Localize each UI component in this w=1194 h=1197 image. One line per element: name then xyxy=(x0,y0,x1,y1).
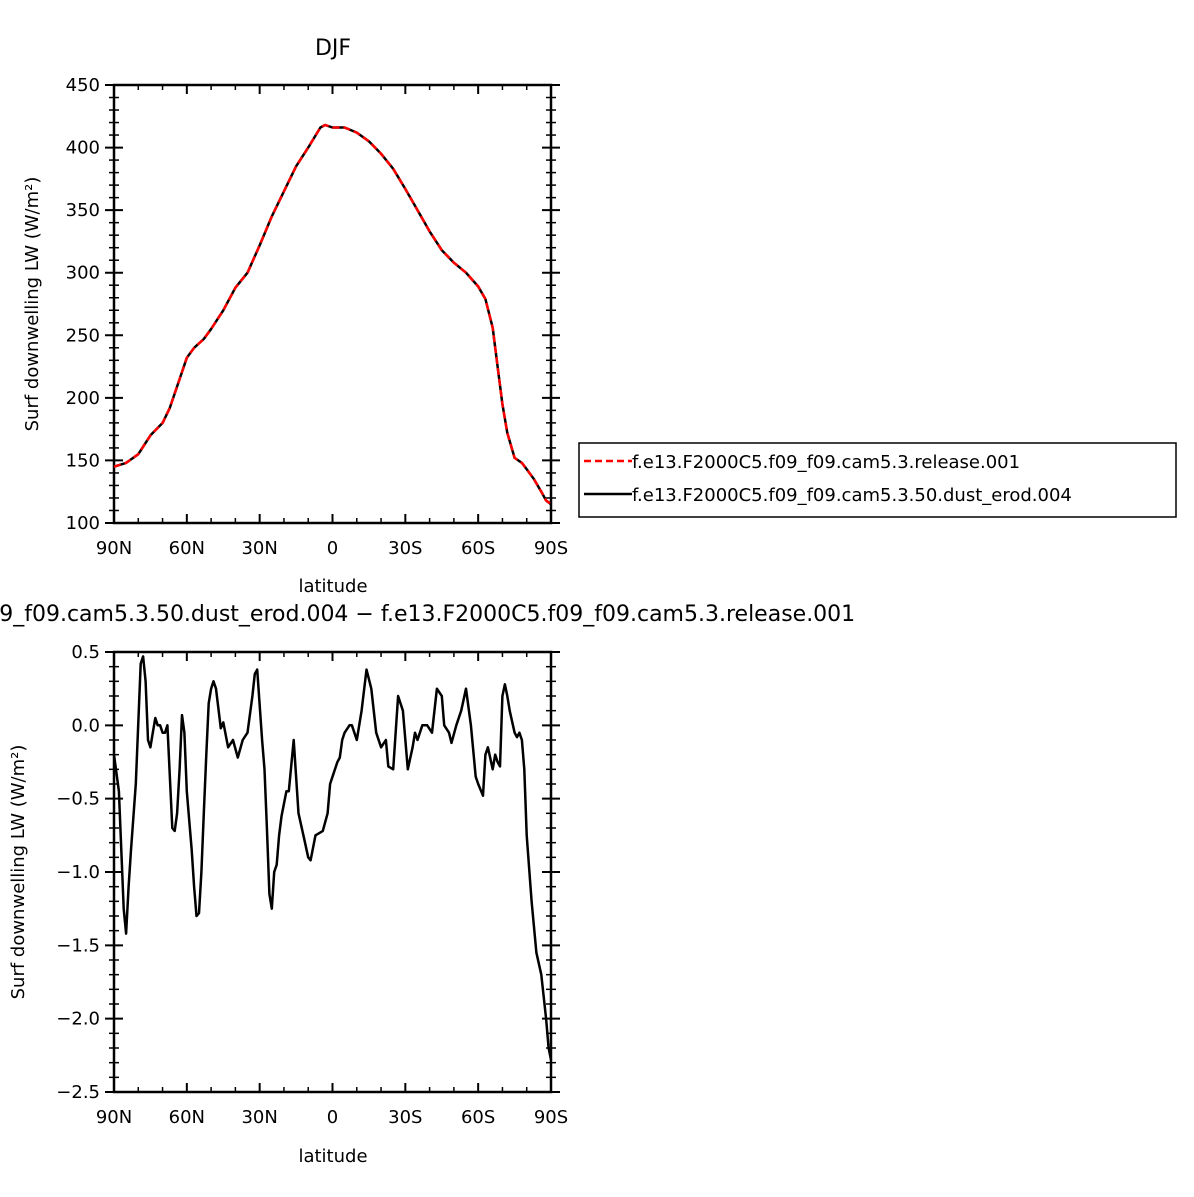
bottom-y-tick-label: 0.5 xyxy=(71,642,100,663)
bottom-y-tick-label: 0.0 xyxy=(71,715,100,736)
bottom-series-group xyxy=(112,655,553,1060)
legend-label-release: f.e13.F2000C5.f09_f09.cam5.3.release.001 xyxy=(632,452,1020,473)
legend-box xyxy=(578,442,1177,518)
bottom-x-tick-label: 90S xyxy=(534,1107,568,1128)
bottom-x-tick-label: 60S xyxy=(461,1107,495,1128)
top-panel: DJF 90N 60N 30N 0 30S 60S 90S 100 150 200 250 300 35… xyxy=(22,36,568,597)
legend-label-dust-erod: f.e13.F2000C5.f09_f09.cam5.3.50.dust_ero… xyxy=(632,485,1072,506)
bottom-y-tick-label: −2.5 xyxy=(56,1082,100,1103)
top-y-tick-label: 350 xyxy=(66,200,100,221)
bottom-x-tick-label: 90N xyxy=(96,1107,132,1128)
bottom-x-tick-label: 60N xyxy=(169,1107,205,1128)
bottom-x-tick-label: 30S xyxy=(388,1107,422,1128)
bottom-x-tick-label: 30N xyxy=(241,1107,277,1128)
top-series-line-0 xyxy=(113,123,552,506)
top-axis-ticks: 90N 60N 30N 0 30S 60S 90S 100 150 200 250 300 350 400… xyxy=(66,75,569,559)
bottom-panel: f.e13.F2000C5.f09_f09.cam5.3.50.dust_ero… xyxy=(0,602,855,1167)
bottom-axis-ticks: 90N 60N 30N 0 30S 60S 90S −2.5 −2.0 −1.5 −1.0 −0.5 0… xyxy=(56,642,568,1128)
top-x-tick-label: 90S xyxy=(534,538,568,559)
bottom-plot-frame xyxy=(112,650,553,1094)
bottom-series-line-0 xyxy=(112,655,553,1060)
top-y-tick-label: 300 xyxy=(66,263,100,284)
top-y-tick-label: 150 xyxy=(66,450,100,471)
bottom-y-tick-label: −1.5 xyxy=(56,935,100,956)
top-chart-title: DJF xyxy=(315,36,351,61)
top-x-tick-label: 0 xyxy=(327,538,338,559)
bottom-y-tick-label: −1.0 xyxy=(56,862,100,883)
top-x-tick-label: 60S xyxy=(461,538,495,559)
bottom-chart-title: f.e13.F2000C5.f09_f09.cam5.3.50.dust_ero… xyxy=(0,602,855,627)
top-x-tick-label: 90N xyxy=(96,538,132,559)
bottom-y-tick-label: −0.5 xyxy=(56,789,100,810)
bottom-y-axis-label: Surf downwelling LW (W/m²) xyxy=(8,745,29,1000)
top-y-tick-label: 250 xyxy=(66,325,100,346)
top-series-group xyxy=(113,123,552,506)
legend: f.e13.F2000C5.f09_f09.cam5.3.release.001… xyxy=(578,442,1177,518)
bottom-x-axis-label: latitude xyxy=(298,1146,367,1167)
top-series-line-1 xyxy=(113,123,552,506)
top-x-axis-label: latitude xyxy=(298,576,367,597)
top-y-tick-label: 200 xyxy=(66,388,100,409)
top-y-axis-label: Surf downwelling LW (W/m²) xyxy=(22,177,43,432)
top-y-tick-label: 400 xyxy=(66,138,100,159)
top-x-tick-label: 30S xyxy=(388,538,422,559)
top-x-tick-label: 60N xyxy=(169,538,205,559)
bottom-x-tick-label: 0 xyxy=(327,1107,338,1128)
top-y-tick-label: 100 xyxy=(66,513,100,534)
top-y-tick-label: 450 xyxy=(66,75,100,96)
bottom-y-tick-label: −2.0 xyxy=(56,1009,100,1030)
top-x-tick-label: 30N xyxy=(241,538,277,559)
